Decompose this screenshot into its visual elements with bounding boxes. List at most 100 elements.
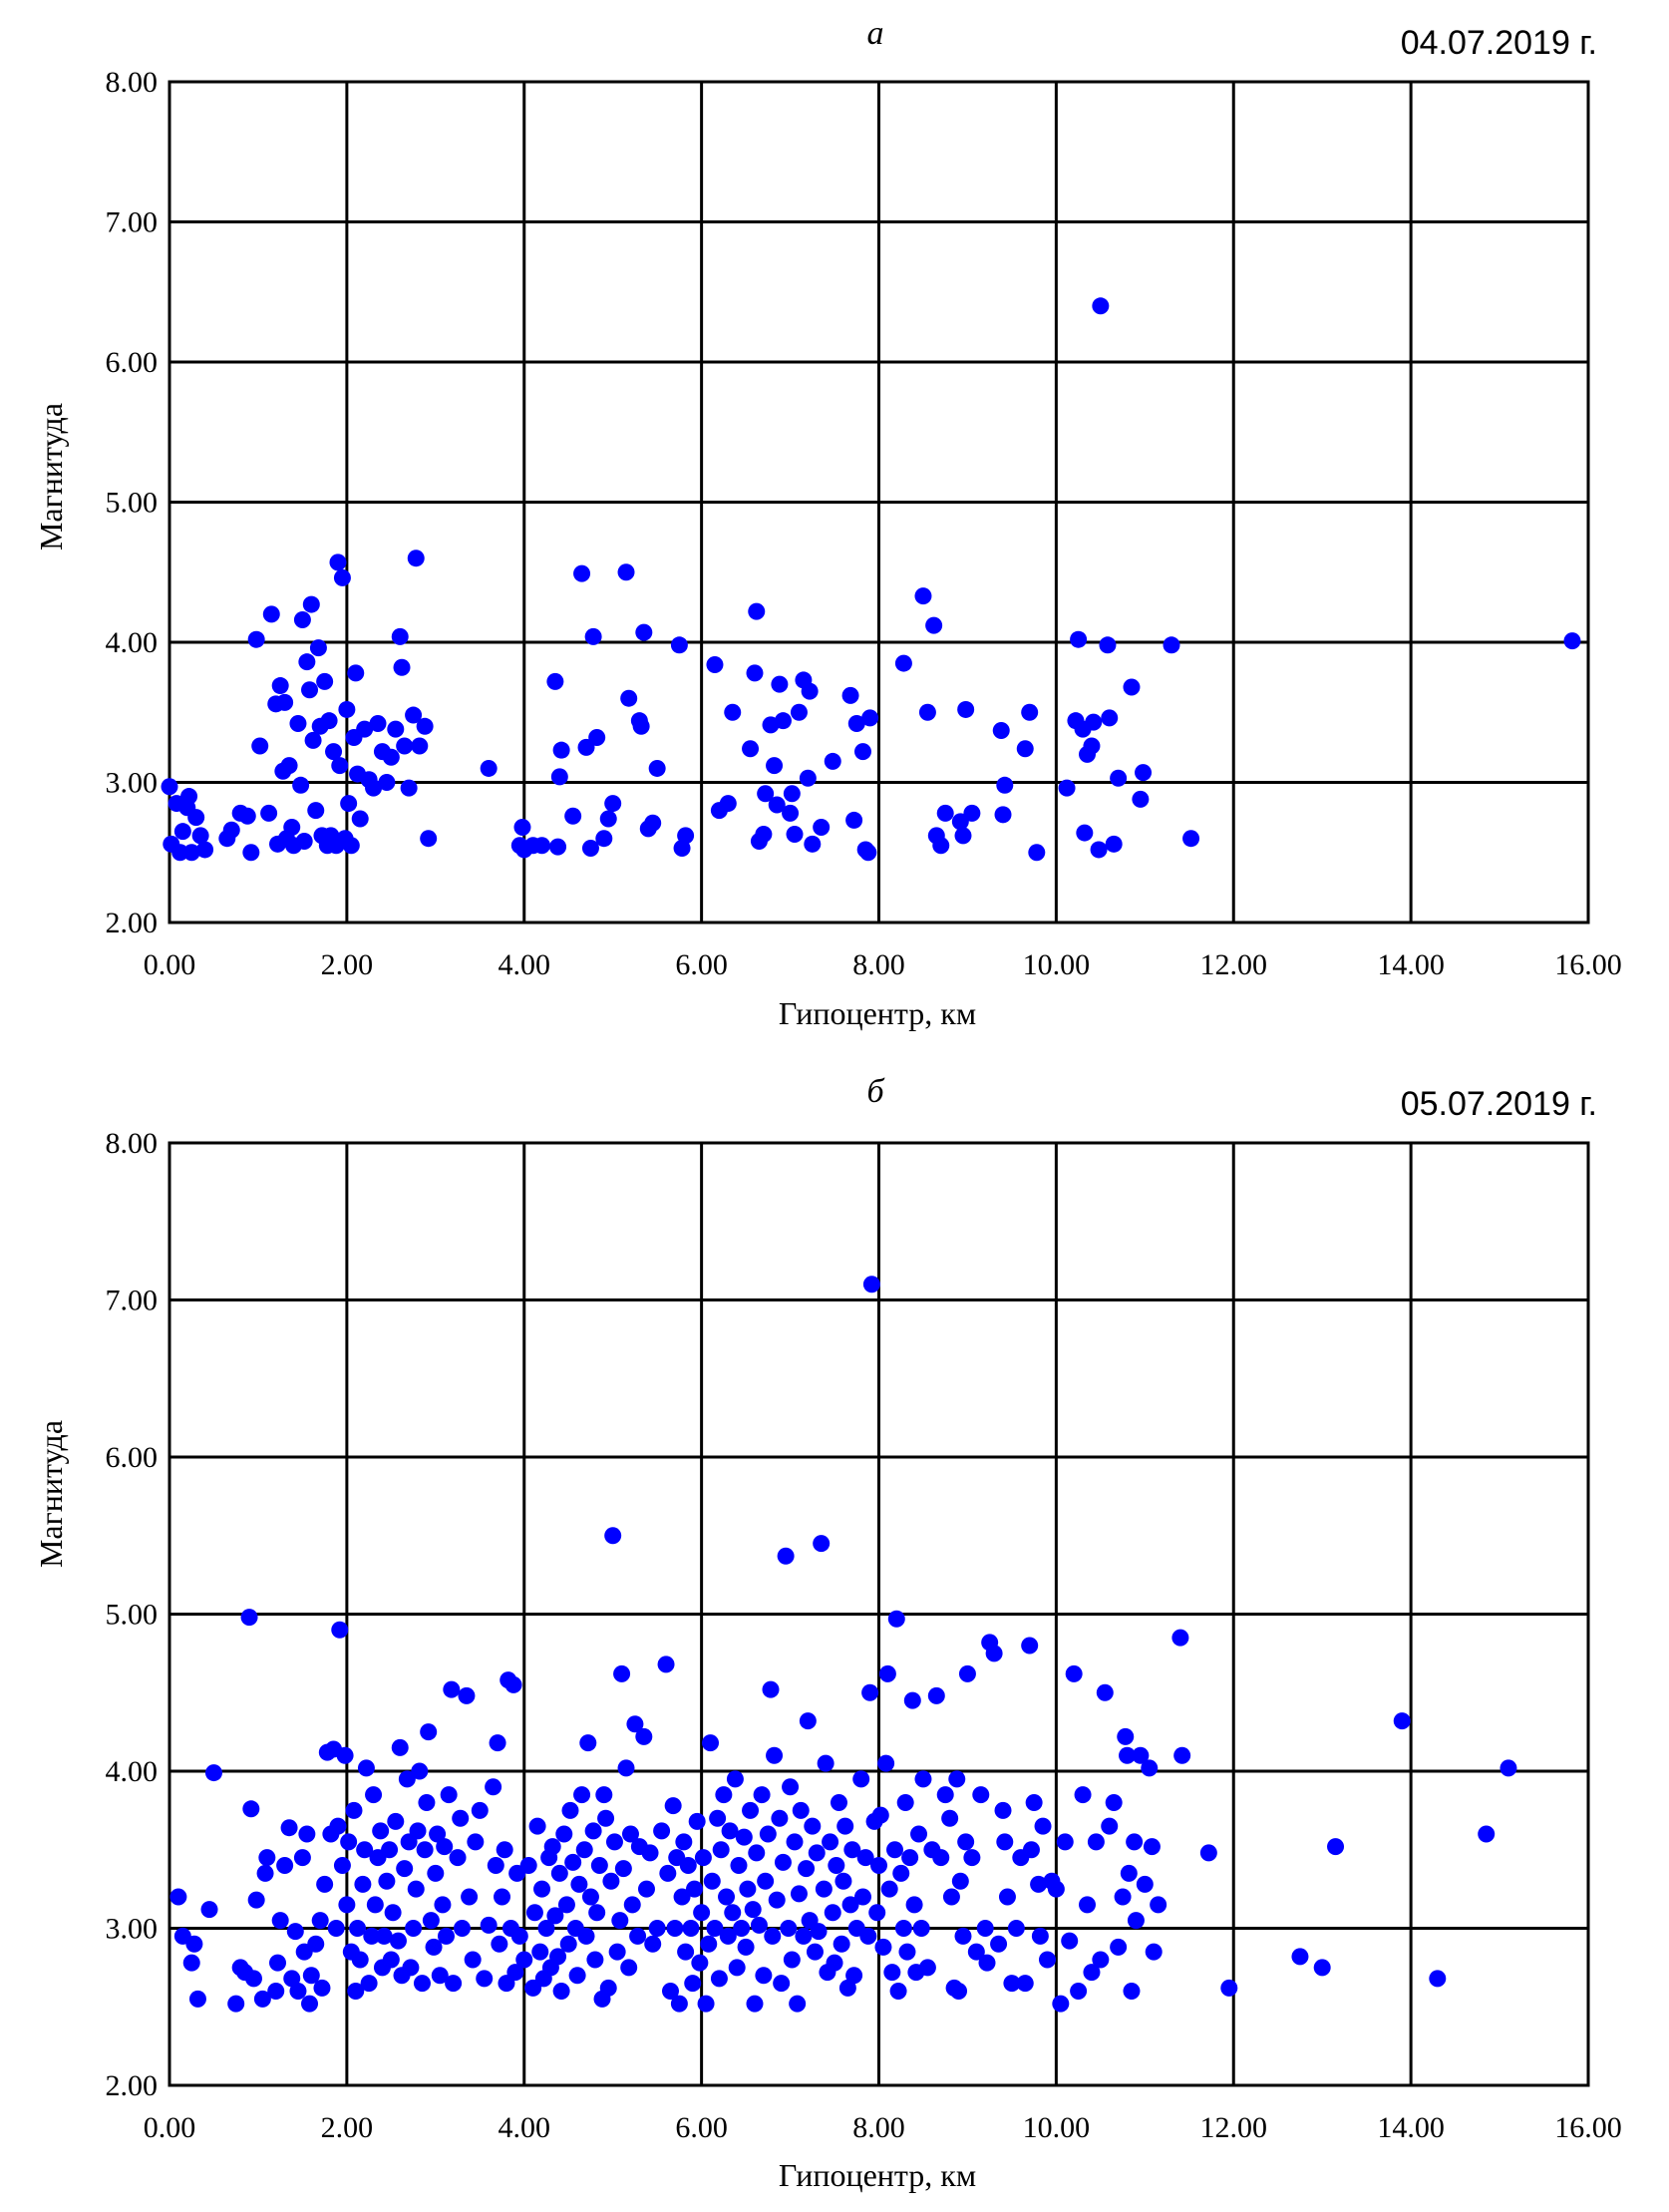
data-point bbox=[382, 1951, 400, 1969]
data-point bbox=[766, 757, 784, 775]
data-point bbox=[485, 1778, 502, 1796]
data-point bbox=[898, 1943, 916, 1961]
data-point bbox=[422, 1912, 440, 1930]
data-point bbox=[351, 1951, 369, 1969]
data-point bbox=[806, 1943, 824, 1961]
data-point bbox=[703, 1872, 721, 1890]
data-point bbox=[896, 1794, 914, 1811]
data-point bbox=[637, 1880, 655, 1898]
data-point bbox=[378, 1872, 396, 1890]
data-point bbox=[799, 1712, 817, 1730]
data-point bbox=[635, 1727, 653, 1745]
data-point bbox=[271, 1912, 289, 1930]
data-point bbox=[396, 737, 414, 755]
data-point bbox=[398, 1770, 416, 1788]
data-point bbox=[1056, 1833, 1074, 1851]
data-point bbox=[260, 804, 278, 822]
plot-frame bbox=[167, 80, 1590, 924]
data-point bbox=[336, 1746, 354, 1764]
data-point bbox=[425, 1938, 443, 1956]
data-point bbox=[677, 1943, 695, 1961]
data-point bbox=[1132, 1746, 1150, 1764]
data-point bbox=[914, 587, 932, 605]
data-point bbox=[366, 1896, 384, 1914]
data-point bbox=[1171, 1629, 1189, 1647]
data-point bbox=[309, 639, 327, 657]
data-point bbox=[715, 1786, 733, 1804]
data-point bbox=[617, 563, 635, 581]
data-point bbox=[325, 743, 343, 761]
data-point bbox=[496, 1841, 513, 1859]
data-point bbox=[597, 1809, 615, 1827]
data-point bbox=[302, 595, 320, 613]
data-point bbox=[675, 1833, 693, 1851]
data-point bbox=[476, 1970, 494, 1988]
data-point bbox=[271, 677, 289, 695]
data-point bbox=[773, 1975, 791, 1993]
data-point bbox=[1021, 703, 1039, 721]
data-point bbox=[862, 1276, 880, 1293]
x-tick-label: 16.00 bbox=[1554, 948, 1622, 981]
data-point bbox=[693, 1904, 711, 1922]
data-point bbox=[684, 1975, 702, 1993]
data-point bbox=[402, 1959, 420, 1977]
data-point bbox=[182, 844, 200, 862]
data-point bbox=[491, 1935, 508, 1953]
data-point bbox=[187, 809, 205, 827]
data-point bbox=[883, 1964, 901, 1982]
data-point bbox=[375, 1927, 393, 1945]
data-point bbox=[180, 788, 198, 806]
data-point bbox=[1016, 1975, 1034, 1993]
x-tick-label: 12.00 bbox=[1200, 2111, 1268, 2144]
data-point bbox=[280, 757, 298, 775]
data-point bbox=[387, 1812, 405, 1830]
data-point bbox=[688, 1812, 706, 1830]
data-point bbox=[333, 1857, 351, 1874]
data-point bbox=[276, 693, 294, 711]
x-tick-label: 8.00 bbox=[852, 2111, 905, 2144]
data-point bbox=[200, 1901, 218, 1919]
data-point bbox=[1096, 1683, 1114, 1701]
data-point bbox=[251, 737, 269, 755]
data-point bbox=[1079, 1896, 1097, 1914]
data-point bbox=[691, 1954, 709, 1972]
data-point bbox=[992, 722, 1010, 740]
data-point bbox=[957, 1833, 975, 1851]
data-point bbox=[972, 1786, 990, 1804]
data-point bbox=[861, 1683, 879, 1701]
data-point bbox=[1110, 1938, 1128, 1956]
data-point bbox=[629, 1927, 647, 1945]
data-point bbox=[416, 1841, 434, 1859]
data-point bbox=[887, 1610, 905, 1628]
data-point bbox=[546, 672, 564, 690]
data-point bbox=[1038, 1951, 1056, 1969]
data-point bbox=[861, 709, 879, 727]
panel-b-y-axis-title: Магнитуда bbox=[33, 1420, 69, 1568]
panel-a-letter: а bbox=[867, 15, 884, 52]
data-point bbox=[595, 1786, 613, 1804]
data-point bbox=[604, 795, 622, 813]
data-point bbox=[694, 1849, 712, 1867]
data-point bbox=[771, 675, 789, 693]
data-point bbox=[1092, 1951, 1110, 1969]
data-point bbox=[670, 636, 688, 654]
y-tick-label: 5.00 bbox=[106, 487, 159, 520]
panel-b-chart: б 05.07.2019 г. 0.00 2.00 4.00 6.00 8.00 10.0… bbox=[33, 1073, 1622, 2193]
data-point bbox=[996, 776, 1014, 794]
data-point bbox=[1061, 1932, 1079, 1950]
data-point bbox=[247, 1891, 265, 1909]
data-point bbox=[313, 1979, 331, 1997]
data-point bbox=[599, 810, 617, 828]
data-point bbox=[1141, 1759, 1159, 1777]
data-point bbox=[381, 1841, 399, 1859]
panel-a-date: 04.07.2019 г. bbox=[1401, 24, 1597, 62]
data-point bbox=[666, 1920, 684, 1937]
data-point bbox=[798, 1860, 816, 1878]
x-tick-label: 14.00 bbox=[1377, 2111, 1445, 2144]
data-point bbox=[958, 1664, 976, 1682]
data-point bbox=[808, 1844, 826, 1862]
data-point bbox=[1220, 1979, 1238, 1997]
data-point bbox=[590, 1857, 608, 1874]
data-point bbox=[719, 795, 737, 813]
